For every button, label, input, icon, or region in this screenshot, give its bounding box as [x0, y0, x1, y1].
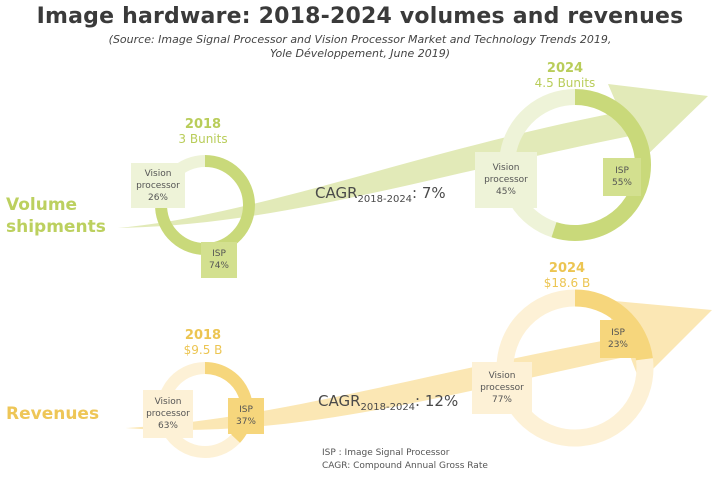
slice-name: ISP	[615, 166, 629, 176]
cagr-period: 2018-2024	[360, 402, 416, 413]
volume-2018-label: 2018 3 Bunits	[168, 117, 238, 147]
cagr-value: : 12%	[415, 392, 459, 410]
volume-label-line1: Volume	[6, 195, 78, 215]
year: 2024	[546, 61, 584, 76]
total: $9.5 B	[183, 343, 223, 357]
slice-name-2: processor	[136, 180, 180, 191]
slice-name-2: processor	[484, 175, 528, 185]
slice-name-2: processor	[146, 409, 190, 419]
page-title: Image hardware: 2018-2024 volumes and re…	[36, 4, 684, 29]
volume-2024-isp-box: ISP 55%	[603, 158, 641, 196]
total: 4.5 Bunits	[534, 76, 596, 90]
cagr-prefix: CAGR	[318, 392, 361, 410]
slice-name: Vision	[492, 163, 520, 173]
cagr-value: : 7%	[412, 184, 446, 202]
slice-percent: 45%	[495, 187, 516, 197]
slice-name: Vision	[488, 371, 516, 381]
volume-2024-label: 2024 4.5 Bunits	[520, 61, 610, 91]
revenue-2018-label: 2018 $9.5 B	[168, 328, 238, 358]
slice-percent: 55%	[611, 178, 632, 188]
revenue-2024-label: 2024 $18.6 B	[522, 261, 612, 291]
revenue-2018-isp-box: ISP 37%	[228, 398, 264, 434]
slice-percent: 74%	[208, 261, 229, 271]
slice-percent: 77%	[491, 395, 512, 405]
slice-name-2: processor	[480, 383, 524, 393]
slice-percent: 63%	[157, 421, 178, 431]
year: 2024	[548, 261, 586, 276]
volume-2018-isp-box: ISP 74%	[201, 242, 237, 278]
total: $18.6 B	[543, 276, 591, 290]
footnote-isp: ISP : Image Signal Processor	[322, 448, 450, 458]
slice-percent: 26%	[147, 192, 168, 203]
revenue-2024-isp-box: ISP 23%	[600, 320, 636, 358]
slice-name: ISP	[611, 328, 625, 338]
revenue-2024-vision-box: Vision processor 77%	[472, 362, 532, 414]
slice-name: Vision	[154, 397, 182, 407]
slice-percent: 37%	[235, 417, 256, 427]
volume-label-line2: shipments	[6, 217, 106, 237]
slice-name: ISP	[239, 405, 253, 415]
source-line-2: Yole Développement, June 2019)	[269, 47, 451, 60]
year: 2018	[184, 117, 222, 132]
volume-row-label: Volume shipments	[6, 194, 106, 238]
year: 2018	[184, 328, 222, 343]
volume-2018-vision-box: Vision processor 26%	[131, 163, 185, 208]
volume-2018-isp-slice	[155, 155, 255, 255]
volume-2024-isp-slice	[551, 89, 651, 241]
source-note: (Source: Image Signal Processor and Visi…	[0, 33, 720, 61]
volume-growth-arrow	[118, 84, 708, 228]
volume-2024-vision-box: Vision processor 45%	[475, 152, 537, 208]
revenue-row-label: Revenues	[6, 404, 100, 424]
total: 3 Bunits	[178, 132, 228, 146]
slice-name: Vision	[144, 168, 172, 179]
cagr-period: 2018-2024	[357, 194, 413, 205]
source-line-1: (Source: Image Signal Processor and Visi…	[108, 33, 612, 46]
revenue-2024-isp-slice	[574, 289, 653, 361]
footnote: ISP : Image Signal Processor CAGR: Compo…	[322, 447, 488, 473]
revenue-cagr: CAGR2018-2024: 12%	[318, 392, 458, 413]
cagr-prefix: CAGR	[315, 184, 358, 202]
revenue-2018-vision-box: Vision processor 63%	[143, 390, 193, 438]
revenue-2024-vision-slice	[496, 289, 654, 447]
revenue-growth-arrow	[126, 300, 712, 431]
slice-percent: 23%	[607, 340, 628, 350]
footnote-cagr: CAGR: Compound Annual Gross Rate	[322, 461, 488, 471]
slice-name: ISP	[212, 249, 226, 259]
volume-cagr: CAGR2018-2024: 7%	[315, 184, 446, 205]
